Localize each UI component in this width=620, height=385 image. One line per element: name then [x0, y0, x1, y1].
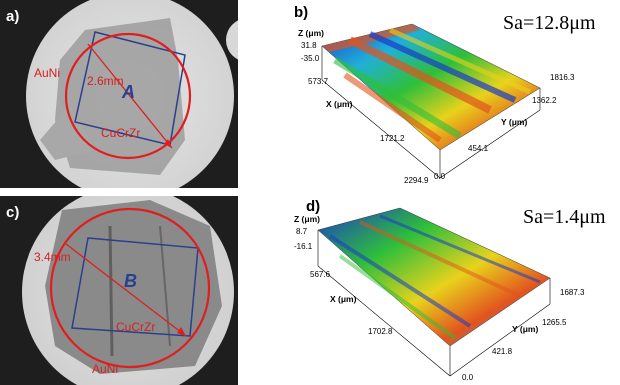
- x-axis-label-b: X (μm): [326, 99, 353, 109]
- cucrzr-label-c: CuCrZr: [116, 320, 156, 334]
- auni-label-a: AuNi: [34, 66, 61, 80]
- z-tick-top-b: 31.8: [301, 41, 317, 50]
- origin-tick-d: 0.0: [462, 373, 474, 382]
- roughness-d: Sa=1.4μm: [523, 206, 606, 228]
- area-letter-a: A: [122, 82, 135, 102]
- red-circle-c: [49, 207, 211, 369]
- panel-b-surface: [321, 23, 541, 179]
- cucrzr-area: [55, 18, 185, 175]
- dimension-label-c: 3.4mm: [34, 250, 71, 264]
- diameter-line: [87, 43, 173, 149]
- z-tick-bottom-d: -16.1: [294, 242, 313, 251]
- z-tick-top-d: 8.7: [296, 227, 308, 236]
- z-axis-label-d: Z (μm): [294, 214, 320, 224]
- z-tick-bottom-b: -35.0: [301, 54, 320, 63]
- origin-tick-b: 0.0: [434, 172, 446, 181]
- x-tick-2-b: 1721.2: [380, 134, 405, 143]
- y-tick-2-d: 1265.5: [542, 318, 567, 327]
- area-rect-c: [71, 237, 199, 337]
- y-axis-label-d: Y (μm): [512, 324, 539, 334]
- panel-d-label: d): [306, 198, 321, 215]
- panel-a-sem-image: a) AuNi 2.6mm A CuCrZr: [0, 0, 238, 188]
- panel-c-label: c): [6, 204, 20, 221]
- panel-b-label: b): [294, 4, 309, 21]
- x-tick-1-b: 573.7: [308, 77, 329, 86]
- roughness-b: Sa=12.8μm: [503, 12, 596, 34]
- area-letter-b: B: [124, 271, 137, 291]
- y-axis-label-b: Y (μm): [501, 117, 528, 127]
- y-tick-1-d: 1687.3: [560, 288, 585, 297]
- y-tick-2-b: 1362.2: [532, 96, 557, 105]
- panel-c-sem-image: c) 3.4mm B CuCrZr AuNi: [0, 196, 238, 385]
- cucrzr-area-c: [45, 200, 222, 374]
- panel-c-drawing: [0, 196, 238, 385]
- x-axis-label-d: X (μm): [330, 294, 357, 304]
- panel-d-surface: [317, 207, 551, 377]
- dimension-label-a: 2.6mm: [87, 74, 124, 88]
- auni-label-c: AuNi: [92, 362, 119, 376]
- y-tick-1-b: 1816.3: [550, 73, 575, 82]
- red-circle: [64, 32, 192, 160]
- diameter-line-c: [65, 243, 187, 337]
- panel-d-profile: d) Sa=1.4μm Z (μm) 8.7 -16.1 567.6 X (μm…: [250, 196, 620, 385]
- y-tick-3-b: 454.1: [468, 144, 489, 153]
- z-axis-label-b: Z (μm): [298, 28, 324, 38]
- x-tick-1-d: 567.6: [310, 270, 331, 279]
- panel-a-drawing: [0, 0, 238, 188]
- panel-b-profile: b) Sa=12.8μm Z (μm) 31.8 -35.0 573.7 X (…: [250, 0, 620, 190]
- y-tick-3-d: 421.8: [492, 347, 513, 356]
- panel-a-label: a): [6, 8, 20, 25]
- x-tick-3-b: 2294.9: [404, 176, 429, 185]
- cucrzr-label-a: CuCrZr: [101, 126, 141, 140]
- x-tick-2-d: 1702.8: [368, 327, 393, 336]
